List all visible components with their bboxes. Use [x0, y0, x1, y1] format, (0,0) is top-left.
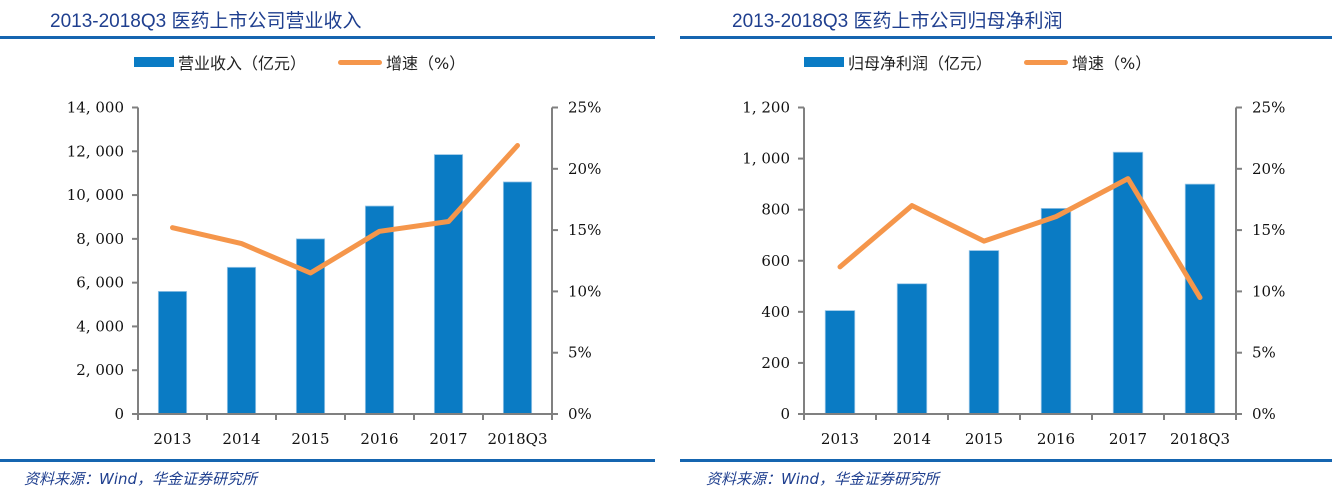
source-note: 资料来源：Wind，华金证券研究所: [24, 470, 258, 488]
legend-revenue: 营业收入（亿元） 增速（%）: [134, 50, 465, 74]
y-tick-label-right: 10%: [568, 282, 601, 300]
bar: [824, 310, 856, 415]
bar: [226, 266, 257, 415]
x-tick-label: 2013: [821, 430, 859, 448]
y-tick-label-right: 15%: [1252, 221, 1285, 239]
title-divider: [680, 36, 1332, 39]
y-tick-label-left: 600: [761, 252, 790, 270]
chart-title-net-profit: 2013-2018Q3 医药上市公司归母净利润: [732, 11, 1063, 32]
y-tick-label-left: 0: [780, 405, 790, 423]
y-tick-label-right: 5%: [1252, 344, 1276, 362]
footer-divider: [680, 459, 1332, 462]
y-tick-label-left: 4, 000: [76, 317, 124, 335]
bar: [433, 154, 464, 415]
y-tick-label-left: 400: [761, 303, 790, 321]
x-tick-label: 2014: [893, 430, 931, 448]
legend-bar-label: 营业收入（亿元）: [178, 54, 307, 73]
bar: [896, 283, 928, 415]
y-tick-label-right: 0%: [568, 405, 592, 423]
x-tick-label: 2016: [1037, 430, 1075, 448]
chart-title-revenue: 2013-2018Q3 医药上市公司营业收入: [50, 11, 362, 32]
footer-divider: [0, 459, 655, 462]
x-tick-label: 2013: [153, 430, 191, 448]
y-tick-label-right: 15%: [568, 221, 601, 239]
legend-line-label: 增速（%）: [386, 54, 466, 73]
chart-1: 0 200 400 600 800 1, 000 1, 200 0% 5% 10% 15% 20% 25…: [742, 99, 1285, 449]
growth-line: [837, 176, 1203, 301]
bar: [502, 181, 533, 415]
legend-line-swatch: [1024, 59, 1069, 65]
y-tick-label-right: 25%: [1252, 99, 1285, 117]
y-tick-label-right: 20%: [568, 160, 601, 178]
x-tick-label: 2017: [429, 430, 467, 448]
x-tick-label: 2014: [222, 430, 260, 448]
title-divider: [0, 36, 655, 39]
legend-line-swatch: [338, 59, 383, 65]
legend-bar-label: 归母净利润（亿元）: [848, 54, 993, 73]
legend-line-label: 增速（%）: [1072, 54, 1152, 73]
x-tick-label: 2015: [965, 430, 1003, 448]
y-tick-label-right: 10%: [1252, 282, 1285, 300]
y-tick-label-left: 0: [114, 405, 124, 423]
y-tick-label-left: 1, 200: [742, 99, 790, 117]
legend-bar-swatch: [134, 57, 174, 67]
y-tick-label-left: 12, 000: [67, 142, 124, 160]
x-tick-label: 2018Q3: [1170, 430, 1230, 448]
legend-net-profit: 归母净利润（亿元） 增速（%）: [804, 50, 1151, 74]
y-tick-label-left: 2, 000: [76, 361, 124, 379]
y-tick-label-right: 5%: [568, 344, 592, 362]
bar: [1040, 207, 1072, 415]
chart-0: 0 2, 000 4, 000 6, 000 8, 000 10, 000 12, 000 1…: [67, 99, 602, 449]
x-tick-label: 2015: [291, 430, 329, 448]
y-tick-label-right: 0%: [1252, 405, 1276, 423]
y-tick-label-left: 8, 000: [76, 230, 124, 248]
y-tick-label-right: 20%: [1252, 160, 1285, 178]
y-tick-label-left: 800: [761, 201, 790, 219]
y-tick-label-left: 10, 000: [67, 186, 124, 204]
growth-line: [170, 143, 520, 276]
source-note: 资料来源：Wind，华金证券研究所: [706, 470, 940, 488]
y-tick-label-left: 200: [761, 354, 790, 372]
y-tick-label-left: 6, 000: [76, 274, 124, 292]
y-tick-label-right: 25%: [568, 99, 601, 117]
bar: [157, 290, 188, 415]
x-tick-label: 2016: [360, 430, 398, 448]
legend-bar-swatch: [804, 57, 844, 67]
x-tick-label: 2018Q3: [487, 430, 547, 448]
y-tick-label-left: 14, 000: [67, 99, 124, 117]
y-tick-label-left: 1, 000: [742, 150, 790, 168]
x-tick-label: 2017: [1109, 430, 1147, 448]
bar: [968, 250, 1000, 415]
